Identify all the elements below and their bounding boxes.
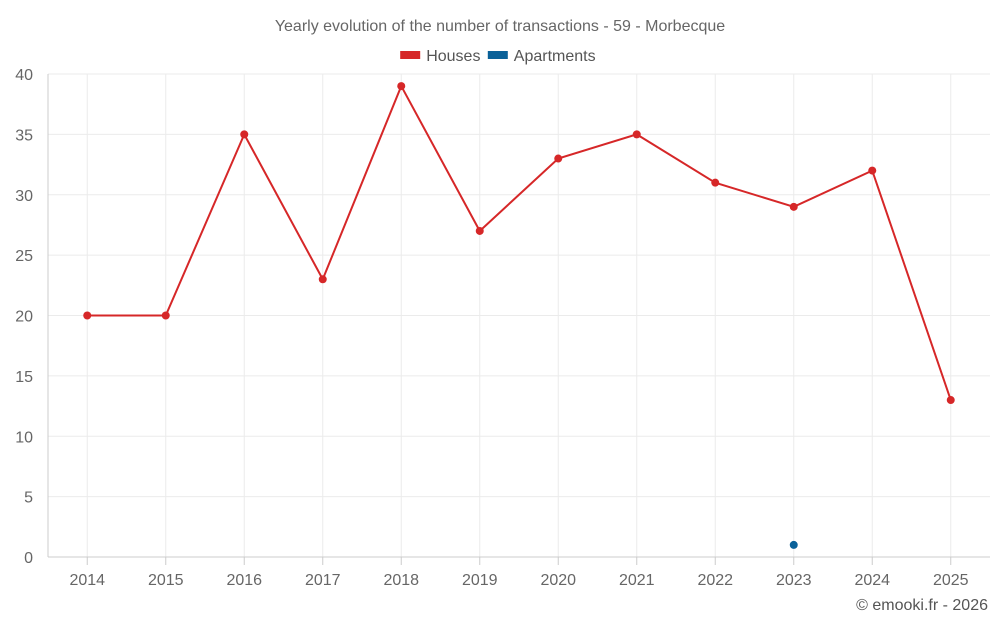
x-tick-label: 2020	[540, 572, 576, 589]
x-tick-label: 2022	[697, 572, 733, 589]
y-tick-label: 25	[15, 248, 33, 265]
y-tick-label: 40	[15, 67, 33, 84]
data-point-houses[interactable]	[632, 130, 641, 139]
x-tick-label: 2017	[305, 572, 341, 589]
chart-title: Yearly evolution of the number of transa…	[275, 18, 725, 35]
legend-swatch	[400, 51, 421, 59]
y-tick-label: 35	[15, 127, 33, 144]
legend-swatch	[487, 51, 508, 59]
x-tick-label: 2021	[619, 572, 655, 589]
data-point-houses[interactable]	[868, 166, 877, 175]
x-tick-label: 2025	[933, 572, 969, 589]
data-point-houses[interactable]	[161, 311, 170, 320]
y-tick-label: 20	[15, 309, 33, 326]
data-point-houses[interactable]	[789, 202, 798, 211]
data-point-houses[interactable]	[397, 82, 406, 91]
x-tick-label: 2015	[148, 572, 184, 589]
data-point-houses[interactable]	[83, 311, 92, 320]
data-point-houses[interactable]	[240, 130, 249, 139]
y-tick-label: 15	[15, 369, 33, 386]
y-tick-label: 5	[24, 490, 33, 507]
x-tick-label: 2023	[776, 572, 812, 589]
x-tick-label: 2014	[69, 572, 105, 589]
series-line-houses	[87, 83, 952, 401]
legend-label: Apartments	[514, 48, 596, 65]
y-tick-label: 10	[15, 429, 33, 446]
x-tick-label: 2024	[854, 572, 890, 589]
legend: Houses Apartments	[400, 48, 596, 65]
data-point-houses[interactable]	[946, 396, 955, 405]
credit-text: © emooki.fr - 2026	[856, 597, 988, 614]
series-houses	[83, 82, 955, 405]
data-point-houses[interactable]	[318, 275, 327, 284]
y-tick-label: 0	[24, 550, 33, 567]
data-point-apartments[interactable]	[789, 540, 798, 549]
legend-item-houses[interactable]: Houses	[400, 48, 480, 65]
data-point-houses[interactable]	[711, 178, 720, 187]
x-tick-label: 2016	[226, 572, 262, 589]
data-point-houses[interactable]	[554, 154, 563, 163]
legend-label: Houses	[426, 48, 480, 65]
x-tick-label: 2019	[462, 572, 498, 589]
series-apartments	[789, 540, 798, 549]
data-point-houses[interactable]	[475, 226, 484, 235]
series	[83, 82, 955, 549]
y-tick-label: 30	[15, 188, 33, 205]
x-tick-label: 2018	[383, 572, 419, 589]
legend-item-apartments[interactable]: Apartments	[487, 48, 596, 65]
grid	[48, 73, 990, 557]
